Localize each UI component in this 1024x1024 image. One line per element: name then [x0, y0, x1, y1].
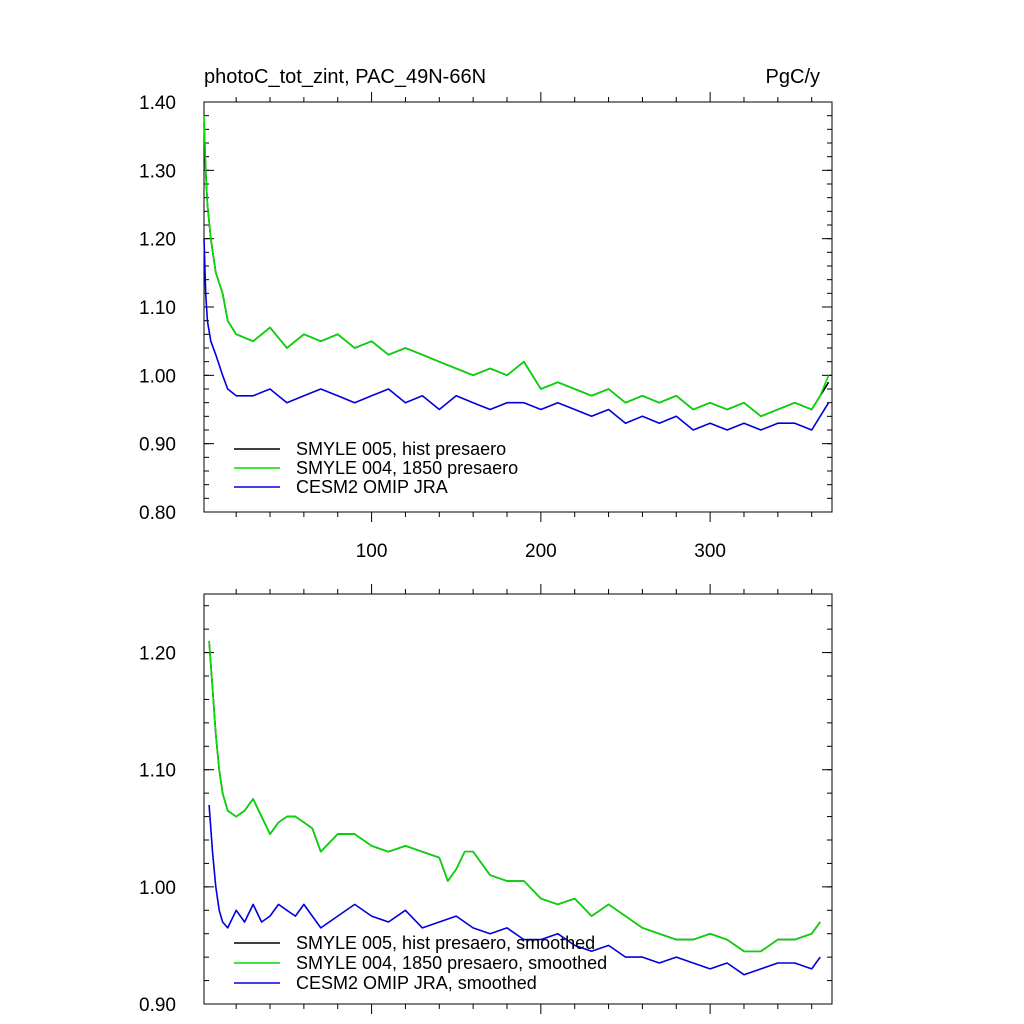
- series-line: [203, 122, 830, 418]
- legend-label: CESM2 OMIP JRA: [296, 477, 448, 497]
- y-tick-label: 1.10: [139, 298, 176, 319]
- y-tick-label: 1.10: [139, 761, 176, 782]
- y-tick-label: 1.00: [139, 366, 176, 387]
- chart-title-right: PgC/y: [766, 66, 820, 88]
- axis-ticks: 0.80 0.90 1.00 1.10 1.20 1.30 1.40 100 200 300: [139, 92, 832, 562]
- series-line: [208, 640, 821, 953]
- legend-label: SMYLE 005, hist presaero: [296, 439, 506, 459]
- chart-top: photoC_tot_zint, PAC_49N-66N PgC/y 0.800…: [139, 66, 833, 562]
- series-lines: [203, 115, 830, 431]
- y-tick-label: 1.20: [139, 230, 176, 251]
- legend-label: SMYLE 004, 1850 presaero, smoothed: [296, 953, 607, 973]
- legend-label: CESM2 OMIP JRA, smoothed: [296, 973, 537, 993]
- series-line: [203, 115, 830, 418]
- legend: SMYLE 005, hist presaero, smoothedSMYLE …: [234, 933, 607, 993]
- series-lines: [208, 640, 821, 976]
- legend-label: SMYLE 004, 1850 presaero: [296, 458, 518, 478]
- y-tick-label: 0.90: [139, 435, 176, 456]
- y-tick-label: 1.00: [139, 878, 176, 899]
- x-tick-label: 200: [525, 541, 557, 562]
- y-tick-label: 0.90: [139, 995, 176, 1016]
- y-tick-label: 1.30: [139, 161, 176, 182]
- chart-title-left: photoC_tot_zint, PAC_49N-66N: [204, 66, 486, 88]
- series-line: [208, 640, 821, 953]
- series-line: [203, 238, 830, 431]
- x-tick-label: 300: [694, 541, 726, 562]
- y-tick-label: 1.20: [139, 644, 176, 665]
- chart-bottom: 0.90 1.00 1.10 1.20 SMYLE 005, hist presaer…: [139, 584, 833, 1016]
- x-tick-label: 100: [356, 541, 388, 562]
- plot-frame: [203, 593, 833, 1005]
- axis-ticks: 0.90 1.00 1.10 1.20: [139, 584, 832, 1016]
- legend-label: SMYLE 005, hist presaero, smoothed: [296, 933, 595, 953]
- y-tick-label: 0.80: [139, 503, 176, 524]
- y-tick-label: 1.40: [139, 93, 176, 114]
- series-line: [208, 804, 821, 976]
